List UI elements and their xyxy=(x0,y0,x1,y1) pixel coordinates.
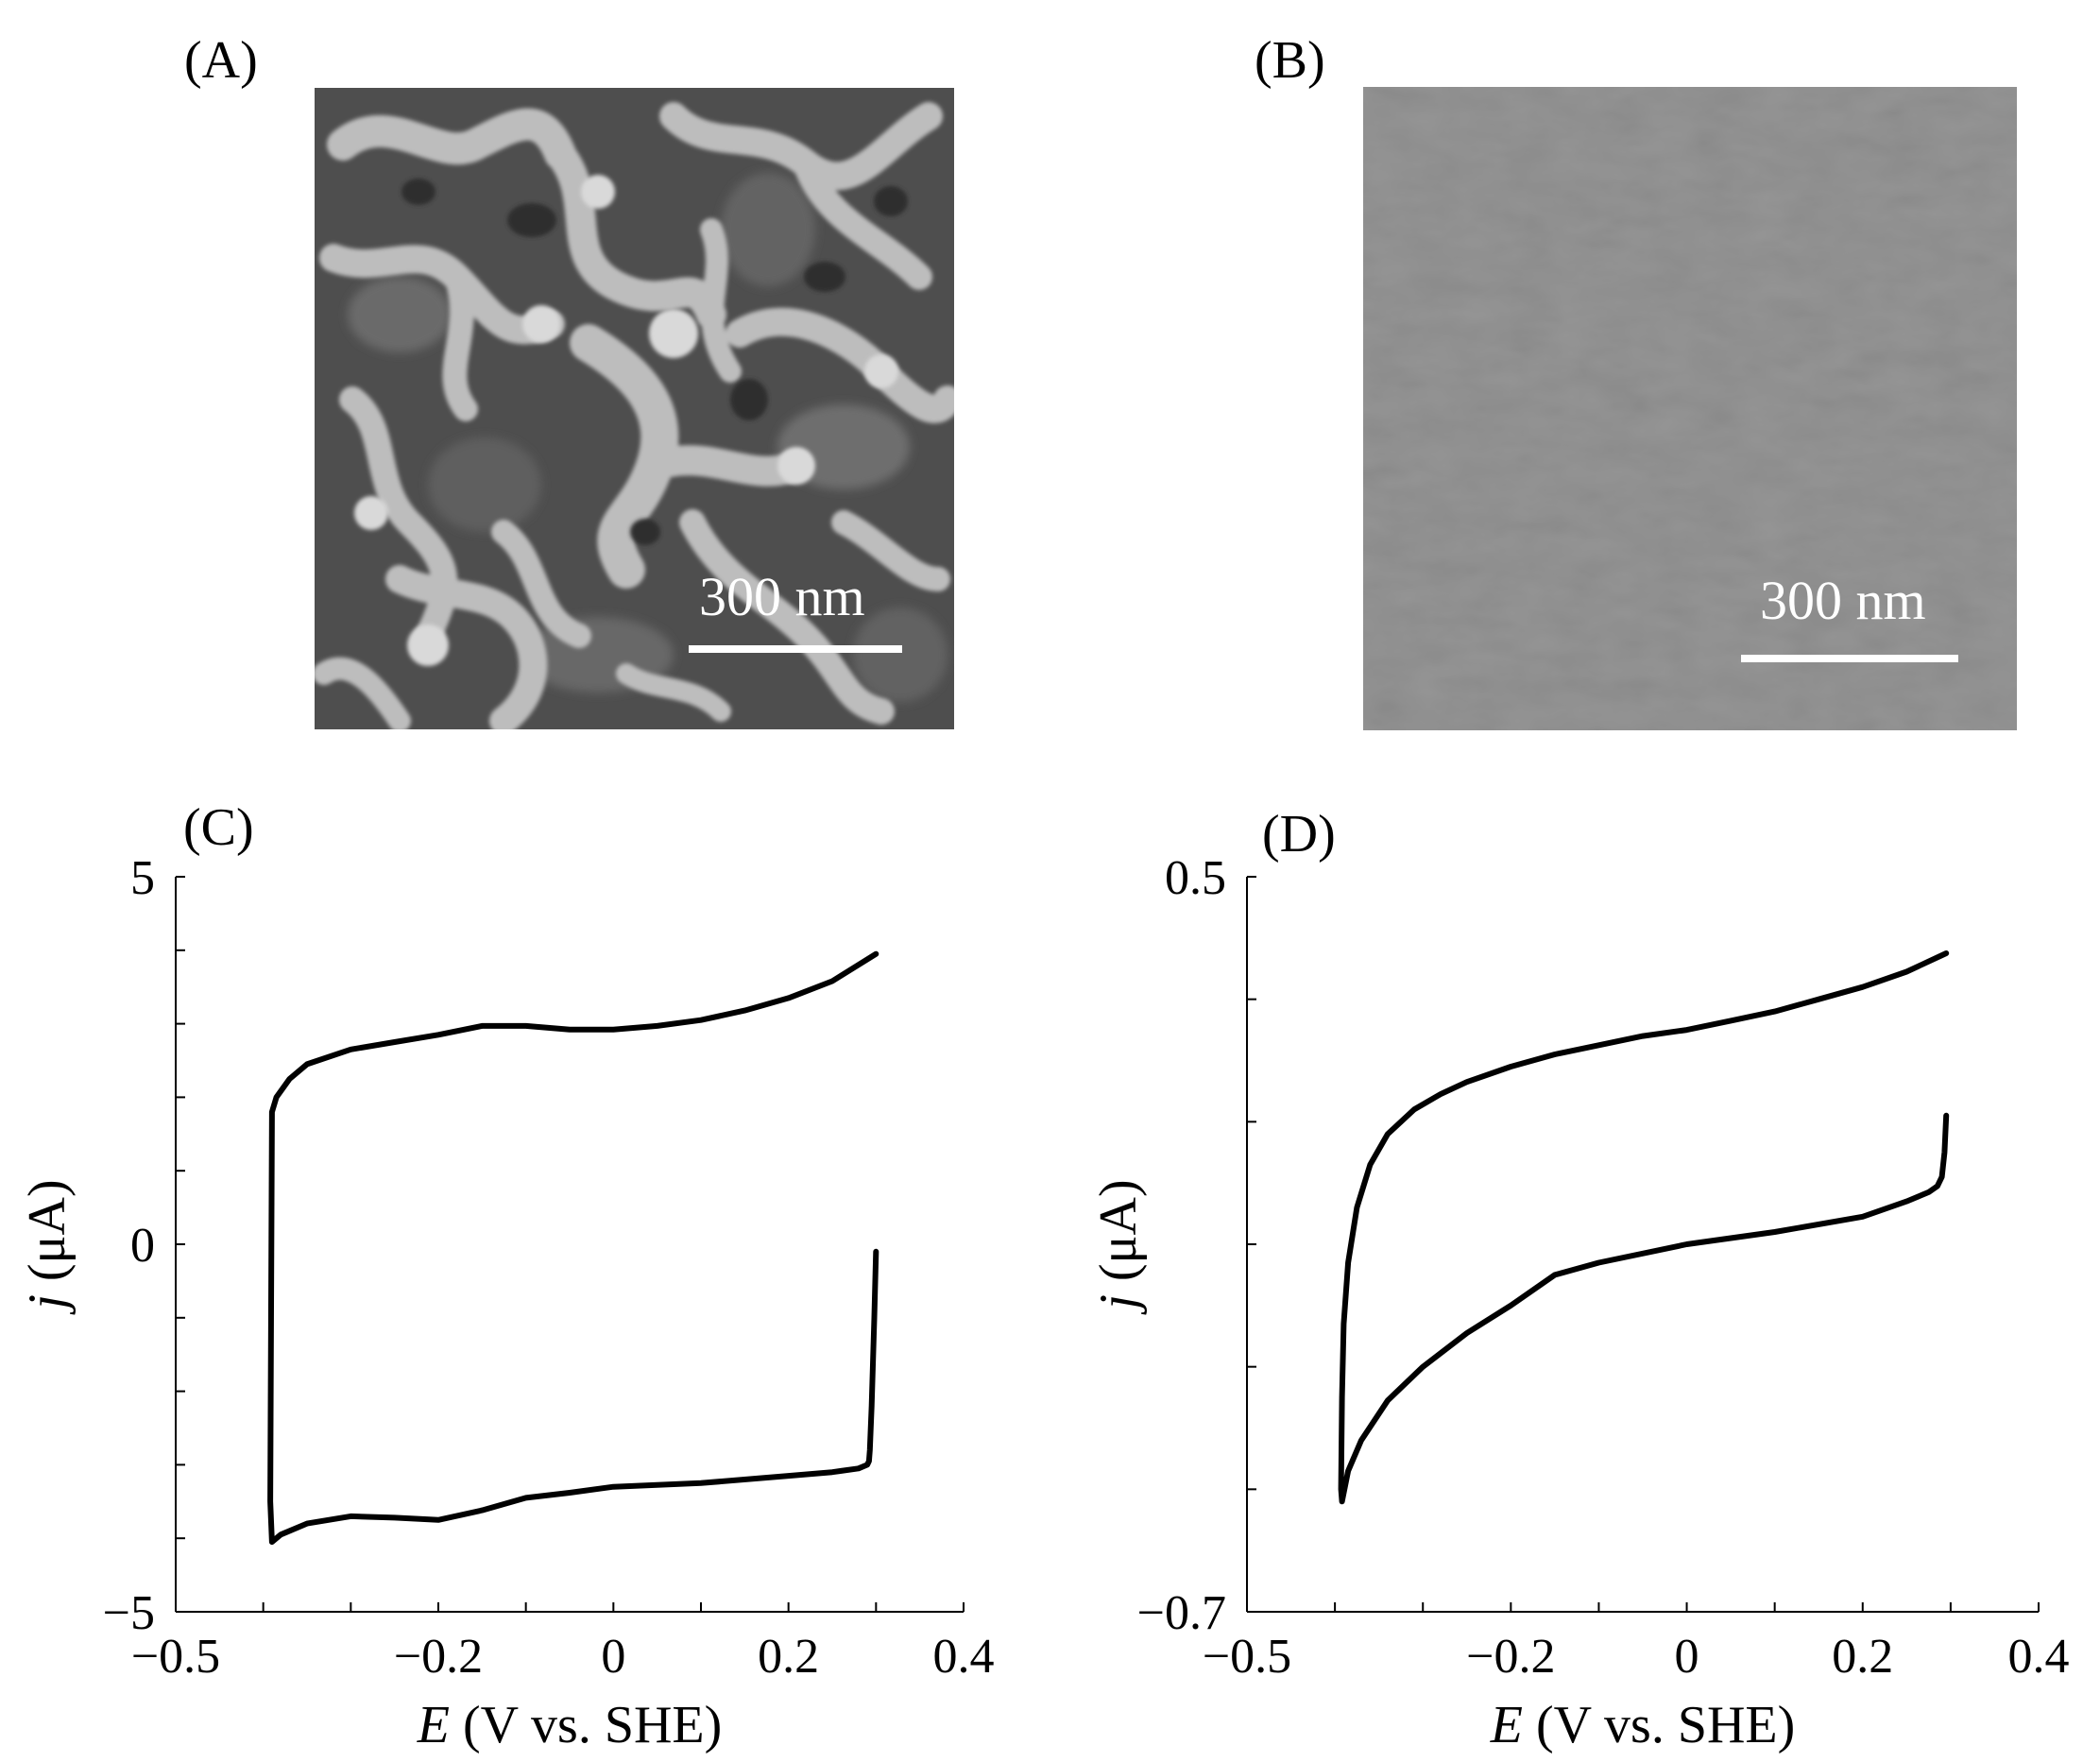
y-tick-label: −5 xyxy=(103,1586,155,1640)
x-tick-label: −0.2 xyxy=(1466,1630,1555,1684)
panel-label-c: (C) xyxy=(183,798,254,857)
cv-plot-d: −0.5 −0.2 0 0.2 0.4 0.5 −0.7 E (V vs. SHE) j (μA… xyxy=(1089,851,2070,1754)
panel-label-b: (B) xyxy=(1255,31,1325,90)
scale-bar-b xyxy=(1741,655,1958,662)
y-tick-label: 0 xyxy=(130,1219,155,1273)
y-axis-label: j (μA) xyxy=(18,1179,77,1314)
y-tick-label: −0.7 xyxy=(1137,1586,1226,1640)
x-tick-label: 0.4 xyxy=(933,1630,995,1684)
scale-bar-a xyxy=(689,645,902,653)
x-tick-label: −0.5 xyxy=(131,1630,220,1684)
scale-bar-label-a: 300 nm xyxy=(699,566,865,627)
y-tick-label: 0.5 xyxy=(1165,851,1226,905)
y-axis-label: j (μA) xyxy=(1089,1179,1148,1314)
scale-bar-label-b: 300 nm xyxy=(1760,570,1926,631)
cv-curve xyxy=(267,950,879,1546)
sem-image-porous: 300 nm xyxy=(315,88,954,729)
x-tick-label: 0 xyxy=(1675,1630,1699,1684)
x-axis-label: E (V vs. SHE) xyxy=(417,1696,723,1754)
cv-plot-c: −0.5 −0.2 0 0.2 0.4 5 0 −5 E (V vs. SHE) j (μA) xyxy=(18,851,995,1754)
x-tick-label: −0.5 xyxy=(1203,1630,1291,1684)
sem-image-flat: 300 nm xyxy=(1363,87,2017,730)
cv-curve xyxy=(1338,950,1950,1505)
x-tick-label: 0.2 xyxy=(758,1630,819,1684)
x-tick-label: 0.4 xyxy=(2008,1630,2070,1684)
x-tick-label: 0 xyxy=(601,1630,625,1684)
panel-label-a: (A) xyxy=(184,31,258,90)
x-tick-label: −0.2 xyxy=(394,1630,483,1684)
y-tick-label: 5 xyxy=(130,851,155,905)
x-tick-label: 0.2 xyxy=(1832,1630,1893,1684)
x-axis-label: E (V vs. SHE) xyxy=(1490,1696,1796,1754)
panel-label-d: (D) xyxy=(1262,805,1336,864)
